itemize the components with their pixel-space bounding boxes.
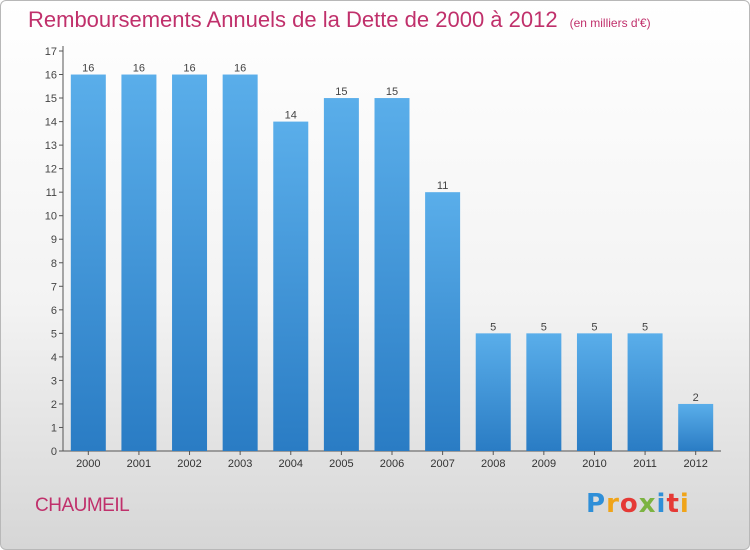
x-tick-label: 2011	[633, 458, 657, 470]
logo-letter: x	[638, 489, 657, 519]
bar	[121, 74, 157, 451]
bar	[425, 192, 461, 452]
data-label: 14	[285, 110, 297, 122]
bar	[172, 74, 208, 451]
bar	[222, 74, 258, 451]
y-tick-label: 14	[45, 117, 57, 129]
chart-title-main: Remboursements Annuels de la Dette de 20…	[28, 7, 558, 32]
data-label: 5	[642, 321, 648, 333]
logo-letter: i	[679, 489, 690, 519]
data-label: 15	[335, 86, 347, 98]
y-tick-label: 5	[51, 328, 57, 340]
data-label: 16	[82, 63, 94, 75]
x-tick-label: 2009	[532, 458, 556, 470]
y-tick-label: 0	[51, 446, 57, 458]
x-tick-label: 2010	[582, 458, 606, 470]
data-label: 2	[693, 392, 699, 404]
commune-name: CHAUMEIL	[35, 495, 130, 516]
y-tick-label: 4	[51, 352, 57, 364]
x-tick-label: 2001	[127, 458, 151, 470]
logo-letter: t	[666, 489, 680, 519]
x-tick-label: 2007	[430, 458, 454, 470]
data-label: 5	[541, 321, 547, 333]
y-tick-label: 2	[51, 399, 57, 411]
data-label: 5	[490, 321, 496, 333]
y-tick-label: 16	[45, 70, 57, 82]
logo-letter: r	[606, 489, 620, 519]
data-label: 5	[591, 321, 597, 333]
logo-letter: o	[619, 489, 639, 519]
logo-letter: i	[656, 489, 667, 519]
bar	[627, 333, 663, 451]
bar	[678, 403, 714, 451]
bar	[70, 74, 106, 451]
x-tick-label: 2004	[279, 458, 303, 470]
y-tick-label: 11	[46, 187, 57, 199]
data-label: 16	[234, 63, 246, 75]
x-tick-label: 2000	[76, 458, 100, 470]
y-tick-label: 12	[45, 164, 57, 176]
bar	[273, 121, 309, 452]
x-tick-label: 2008	[481, 458, 505, 470]
y-tick-label: 8	[51, 258, 57, 270]
chart-title: Remboursements Annuels de la Dette de 20…	[28, 7, 651, 33]
data-label: 16	[183, 63, 195, 75]
proxiti-logo[interactable]: Proxiti	[586, 489, 690, 519]
bar	[374, 98, 410, 451]
x-tick-label: 2005	[329, 458, 353, 470]
x-tick-label: 2003	[228, 458, 252, 470]
y-tick-label: 9	[51, 234, 57, 246]
x-tick-label: 2002	[177, 458, 201, 470]
data-label: 15	[386, 86, 398, 98]
chart-title-unit: (en milliers d'€)	[569, 16, 651, 30]
data-label: 16	[133, 63, 145, 75]
bar	[475, 333, 511, 451]
y-tick-label: 3	[51, 375, 57, 387]
data-label: 11	[437, 180, 448, 192]
y-tick-label: 10	[45, 211, 57, 223]
bar	[526, 333, 562, 451]
bar	[323, 98, 359, 451]
y-tick-label: 1	[51, 422, 57, 434]
x-tick-label: 2006	[380, 458, 404, 470]
y-tick-label: 6	[51, 305, 57, 317]
y-tick-label: 15	[45, 93, 57, 105]
bar	[576, 333, 612, 451]
y-tick-label: 7	[51, 281, 57, 293]
y-tick-label: 13	[45, 140, 57, 152]
y-tick-label: 17	[45, 46, 57, 58]
logo-letter: P	[586, 489, 607, 519]
x-tick-label: 2012	[683, 458, 707, 470]
